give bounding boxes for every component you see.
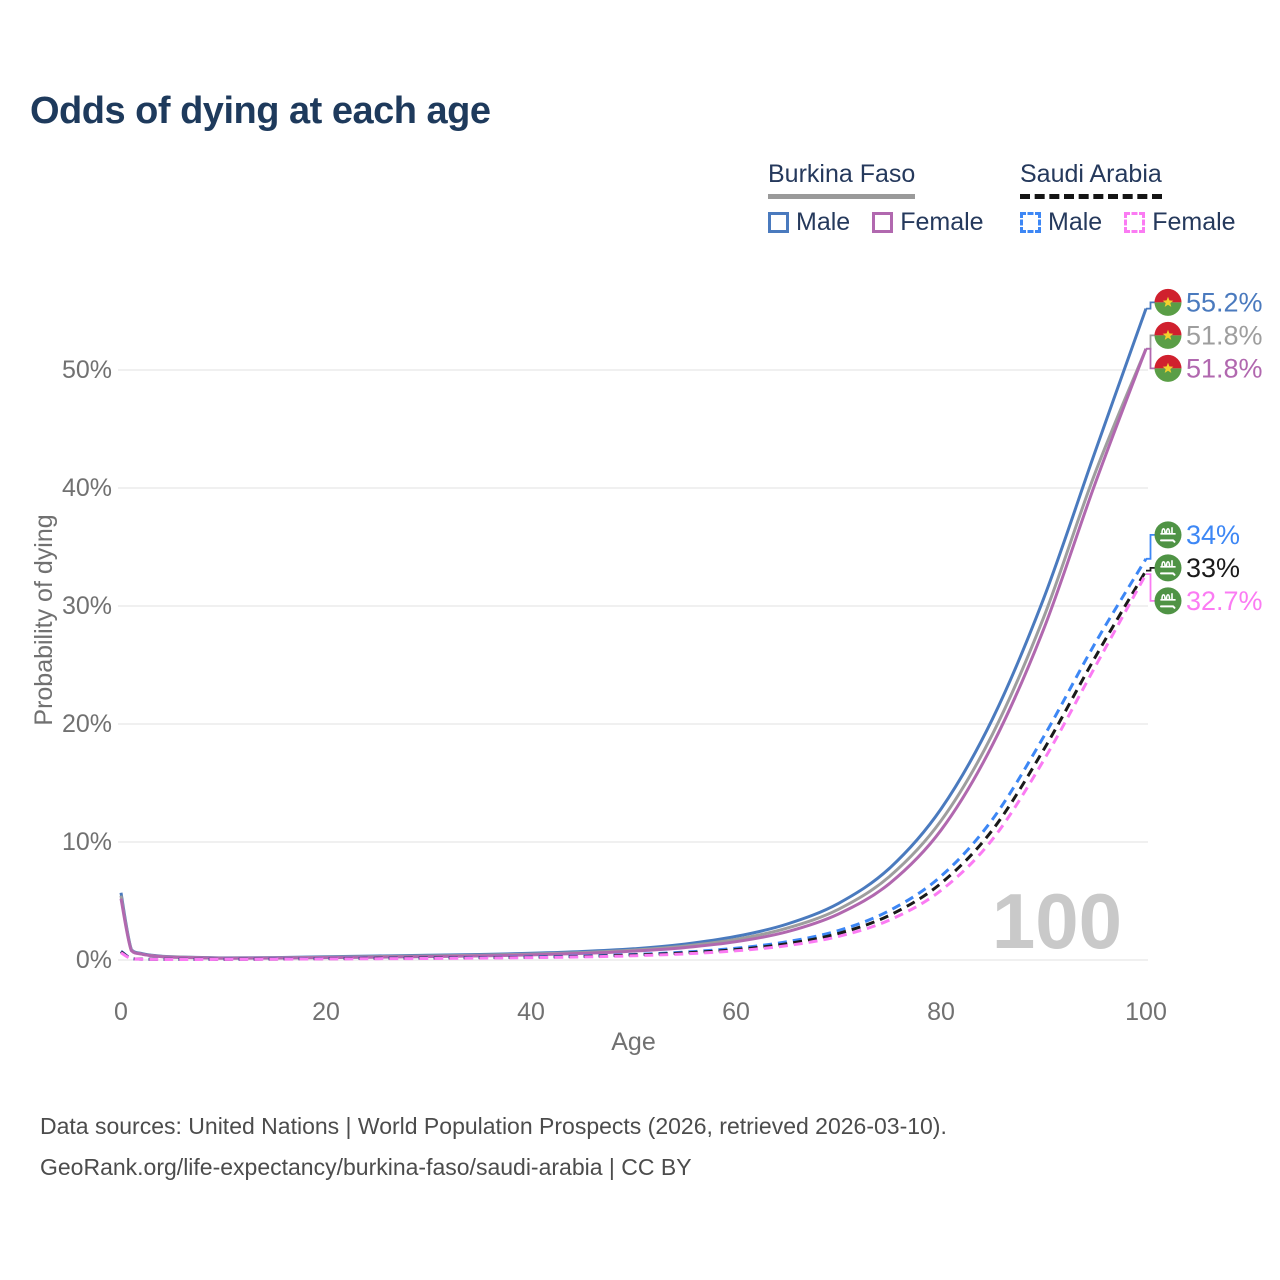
bf-flag-green-band bbox=[1154, 302, 1182, 316]
sa-flag-circle bbox=[1154, 554, 1182, 582]
footer: Data sources: United Nations | World Pop… bbox=[40, 1106, 947, 1188]
sa-flag-sword bbox=[1160, 539, 1176, 543]
series-line-saudi-arabia-both-sexes[interactable] bbox=[120, 569, 1148, 961]
legend-group-burkina-faso: Burkina Faso Male Female bbox=[768, 160, 984, 237]
bf-flag-red-band bbox=[1154, 321, 1182, 336]
sa-flag-circle bbox=[1154, 587, 1182, 615]
age-watermark: 100 bbox=[992, 877, 1122, 965]
series-line-burkina-faso-both-sexes[interactable] bbox=[119, 348, 1148, 960]
end-label-value-saudi-arabia-female: 32.7% bbox=[1186, 586, 1263, 616]
saudi-arabia-flag-icon bbox=[1154, 521, 1182, 549]
legend-country-burkina-faso[interactable]: Burkina Faso bbox=[768, 160, 916, 199]
legend-country-saudi-arabia[interactable]: Saudi Arabia bbox=[1020, 160, 1162, 199]
legend-row-saudi-arabia: Male Female bbox=[1020, 208, 1236, 237]
end-label-connector-saudi-arabia-male bbox=[1146, 533, 1155, 560]
burkina-faso-flag-icon bbox=[1154, 288, 1182, 316]
legend-label-saudi-arabia-male: Male bbox=[1048, 208, 1103, 236]
series-line-burkina-faso-female[interactable] bbox=[119, 348, 1148, 960]
saudi-arabia-flag-icon bbox=[1154, 554, 1182, 582]
sa-flag-script bbox=[1160, 593, 1176, 601]
end-label-connector-burkina-faso-female bbox=[1146, 347, 1155, 370]
bf-flag-green-band bbox=[1154, 335, 1182, 349]
footer-data-sources: Data sources: United Nations | World Pop… bbox=[40, 1113, 947, 1139]
bf-flag-red-band bbox=[1154, 288, 1182, 303]
end-label-connector-burkina-faso-both-sexes bbox=[1146, 334, 1155, 350]
y-tick-label-40: 40% bbox=[62, 474, 112, 502]
x-axis-title: Age bbox=[611, 1028, 655, 1056]
end-label-value-burkina-faso-male: 55.2% bbox=[1186, 287, 1263, 317]
y-tick-label-10: 10% bbox=[62, 828, 112, 856]
sa-flag-circle bbox=[1154, 521, 1182, 549]
legend-item-burkina-faso-male[interactable]: Male bbox=[768, 208, 850, 237]
legend-label-burkina-faso-female: Female bbox=[900, 208, 984, 236]
end-label-value-burkina-faso-both-sexes: 51.8% bbox=[1186, 320, 1263, 350]
burkina-faso-flag-icon bbox=[1154, 354, 1182, 382]
x-tick-label-60: 60 bbox=[722, 998, 750, 1026]
sa-flag-sword bbox=[1160, 572, 1176, 576]
footer-url-license: GeoRank.org/life-expectancy/burkina-faso… bbox=[40, 1154, 692, 1180]
legend-swatch-burkina-faso-female-icon bbox=[872, 212, 894, 233]
legend-swatch-burkina-faso-male-icon bbox=[768, 212, 789, 233]
end-label-value-burkina-faso-female: 51.8% bbox=[1186, 353, 1263, 383]
legend-swatch-saudi-arabia-male-icon bbox=[1020, 212, 1041, 233]
bf-flag-green-band bbox=[1154, 368, 1182, 382]
sa-flag-script bbox=[1160, 527, 1176, 535]
y-axis-title: Probability of dying bbox=[30, 514, 58, 725]
x-tick-label-40: 40 bbox=[517, 998, 545, 1026]
burkina-faso-flag-icon bbox=[1154, 321, 1182, 349]
bf-flag-red-band bbox=[1154, 354, 1182, 369]
saudi-arabia-flag-icon bbox=[1154, 587, 1182, 615]
page-title: Odds of dying at each age bbox=[30, 90, 491, 132]
y-tick-label-30: 30% bbox=[62, 592, 112, 620]
legend-label-burkina-faso-male: Male bbox=[796, 208, 851, 236]
legend-item-saudi-arabia-female[interactable]: Female bbox=[1124, 208, 1236, 237]
y-tick-label-20: 20% bbox=[62, 710, 112, 738]
end-label-value-saudi-arabia-both-sexes: 33% bbox=[1186, 553, 1240, 583]
sa-flag-script bbox=[1160, 560, 1176, 568]
bf-flag-star bbox=[1162, 329, 1174, 340]
legend-item-saudi-arabia-male[interactable]: Male bbox=[1020, 208, 1102, 237]
x-tick-label-20: 20 bbox=[312, 998, 340, 1026]
x-tick-label-80: 80 bbox=[927, 998, 955, 1026]
bf-flag-star bbox=[1162, 296, 1174, 307]
series-line-burkina-faso-male[interactable] bbox=[119, 308, 1148, 960]
end-label-connector-burkina-faso-male bbox=[1146, 301, 1155, 310]
sa-flag-sword bbox=[1160, 605, 1176, 609]
legend-swatch-saudi-arabia-female-icon bbox=[1124, 212, 1146, 233]
end-label-connector-saudi-arabia-female bbox=[1146, 573, 1155, 602]
end-label-connector-saudi-arabia-both-sexes bbox=[1146, 566, 1155, 572]
x-tick-label-100: 100 bbox=[1125, 998, 1167, 1026]
bf-flag-star bbox=[1162, 362, 1174, 373]
legend-item-burkina-faso-female[interactable]: Female bbox=[872, 208, 984, 237]
legend-row-burkina-faso: Male Female bbox=[768, 208, 984, 237]
legend-group-saudi-arabia: Saudi Arabia Male Female bbox=[1020, 160, 1236, 237]
end-label-value-saudi-arabia-male: 34% bbox=[1186, 520, 1240, 550]
legend-label-saudi-arabia-female: Female bbox=[1152, 208, 1236, 236]
y-tick-label-0: 0% bbox=[76, 946, 112, 974]
x-tick-label-0: 0 bbox=[114, 998, 128, 1026]
y-tick-label-50: 50% bbox=[62, 356, 112, 384]
